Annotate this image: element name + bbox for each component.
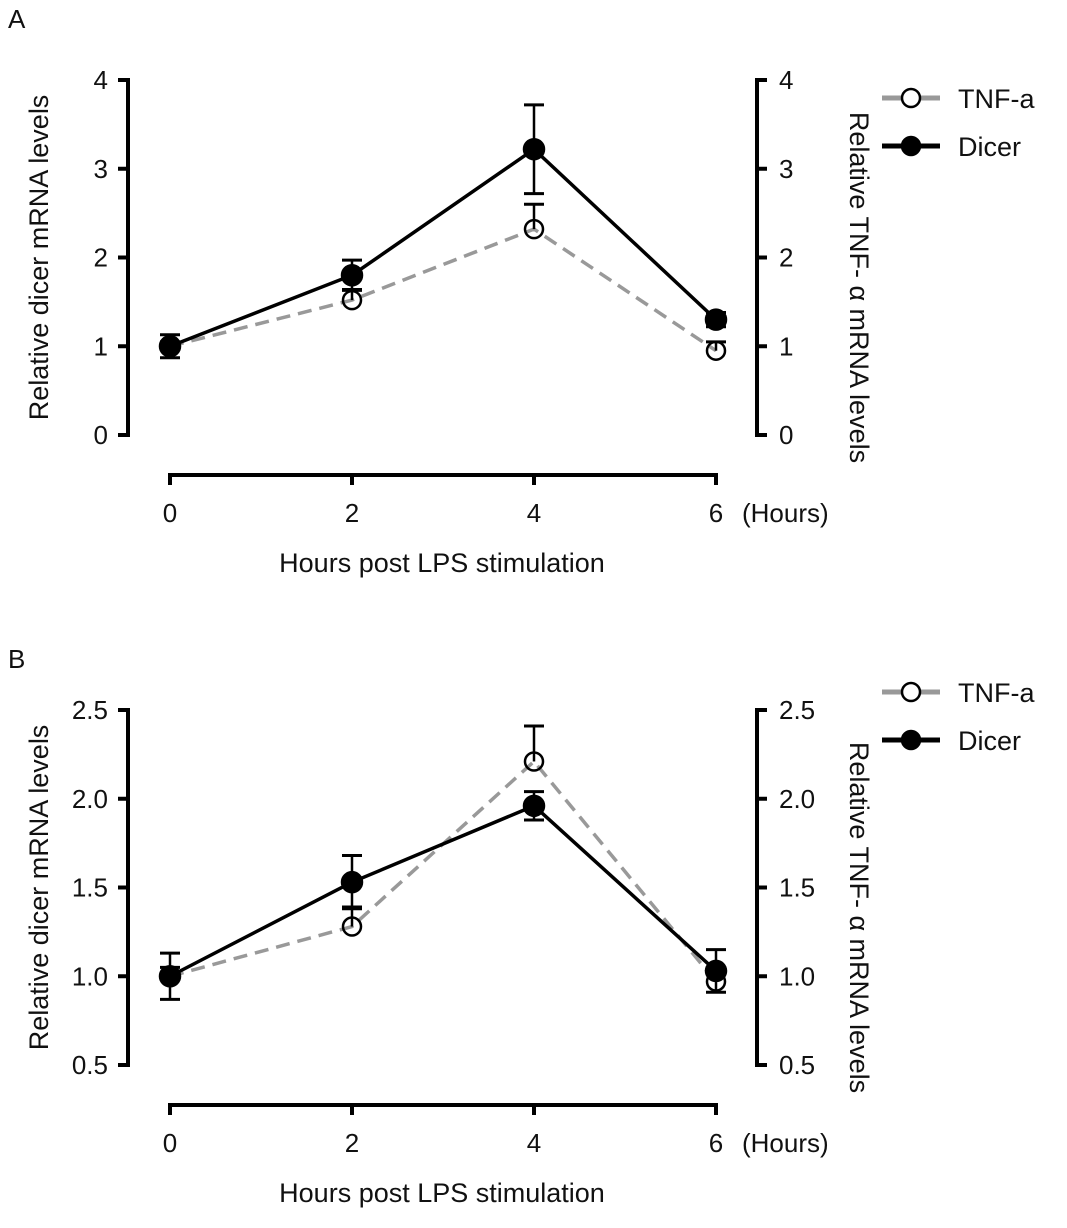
right-y-tick-label: 0 <box>779 420 793 450</box>
legend-label: TNF-a <box>958 84 1035 114</box>
series-tnf-a: TNF-a <box>159 678 1035 992</box>
left-y-tick-label: 4 <box>94 65 108 95</box>
data-point <box>340 264 364 287</box>
legend-marker <box>900 681 922 703</box>
right-y-tick-label: 1 <box>779 331 793 361</box>
legend-label: Dicer <box>958 132 1021 162</box>
series-line <box>169 227 717 353</box>
right-y-tick-label: 3 <box>779 154 793 184</box>
series-tnf-a: TNF-a <box>159 84 1035 361</box>
series-dicer: Dicer <box>158 103 1021 360</box>
x-axis-title: Hours post LPS stimulation <box>279 548 605 578</box>
right-y-tick-label: 2 <box>779 243 793 273</box>
right-y-axis-title: Relative TNF- α mRNA levels <box>844 742 874 1093</box>
left-y-tick-label: 2.0 <box>72 784 108 814</box>
data-point <box>705 340 727 361</box>
right-y-tick-label: 1.5 <box>779 873 815 903</box>
data-point <box>341 289 363 311</box>
data-point <box>522 137 546 161</box>
data-point <box>341 916 363 937</box>
panel-b: B 0.5 1.0 1.5 2.0 2.5 0.5 1.0 1.5 2.0 2.5 0 2 4 6 (Hour… <box>8 644 1035 1208</box>
x-tick-label: 6 <box>709 1128 723 1158</box>
x-axis-title: Hours post LPS stimulation <box>279 1178 605 1208</box>
series-line <box>169 758 718 983</box>
x-tick-label: 0 <box>163 1128 177 1158</box>
series-line <box>169 803 718 978</box>
panel-label: B <box>8 644 25 674</box>
data-point <box>340 870 364 894</box>
right-y-tick-label: 0.5 <box>779 1050 815 1080</box>
legend-label: TNF-a <box>958 678 1035 708</box>
data-point <box>704 308 728 331</box>
legend-marker <box>900 135 922 157</box>
right-y-tick-label: 2.0 <box>779 784 815 814</box>
x-tick-label: 6 <box>709 498 723 528</box>
x-unit-label: (Hours) <box>742 1128 829 1158</box>
x-tick-label: 0 <box>163 498 177 528</box>
left-y-tick-label: 1.5 <box>72 873 108 903</box>
series-line <box>169 146 718 348</box>
data-point <box>158 965 182 988</box>
x-unit-label: (Hours) <box>742 498 829 528</box>
data-point <box>523 218 545 240</box>
right-y-tick-label: 4 <box>779 65 793 95</box>
series-dicer: Dicer <box>158 726 1021 1001</box>
data-point <box>704 959 728 983</box>
x-tick-label: 4 <box>527 1128 541 1158</box>
panel-label: A <box>8 4 26 34</box>
panel-a: A 0 1 2 3 4 0 1 2 3 4 0 2 4 6 (Hours) Hours post LPS sti… <box>8 4 1035 578</box>
left-y-tick-label: 1 <box>94 331 108 361</box>
left-y-axis-title: Relative dicer mRNA levels <box>24 95 54 421</box>
left-y-tick-label: 2.5 <box>72 695 108 725</box>
right-y-tick-label: 2.5 <box>779 695 815 725</box>
legend-label: Dicer <box>958 726 1021 756</box>
x-tick-label: 2 <box>345 498 359 528</box>
left-y-axis-title: Relative dicer mRNA levels <box>24 725 54 1051</box>
left-y-tick-label: 0.5 <box>72 1050 108 1080</box>
left-y-tick-label: 2 <box>94 243 108 273</box>
data-point <box>158 335 182 358</box>
left-y-tick-label: 3 <box>94 154 108 184</box>
legend-marker <box>900 87 922 109</box>
left-y-tick-label: 1.0 <box>72 961 108 991</box>
legend-marker <box>900 729 922 751</box>
left-y-tick-label: 0 <box>94 420 108 450</box>
right-y-axis-title: Relative TNF- α mRNA levels <box>844 112 874 463</box>
x-tick-label: 2 <box>345 1128 359 1158</box>
x-tick-label: 4 <box>527 498 541 528</box>
data-point <box>522 794 546 818</box>
right-y-tick-label: 1.0 <box>779 961 815 991</box>
data-point <box>523 751 545 772</box>
